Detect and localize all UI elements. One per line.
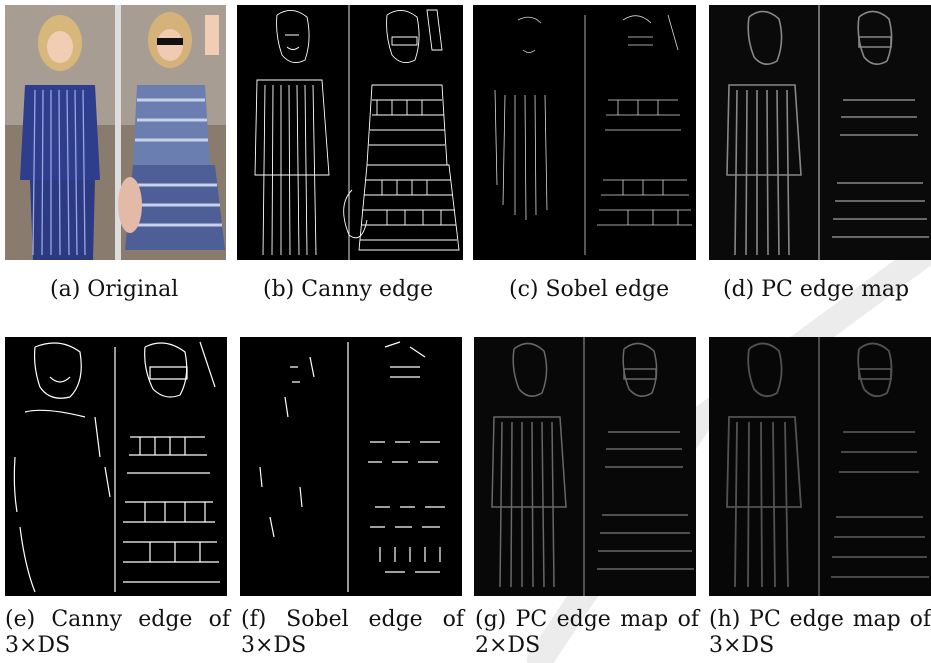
- caption-e-line2: 3×DS: [5, 633, 71, 658]
- caption-g-line1: (g) PC edge map of: [475, 607, 699, 632]
- panel-c-sobel-edge: [473, 5, 696, 260]
- caption-h-line1: (h) PC edge map of: [709, 607, 931, 632]
- sobel-edge-image: [494, 14, 692, 255]
- panel-a-original-photo: [5, 5, 226, 260]
- caption-d: (d) PC edge map: [723, 277, 910, 302]
- caption-h: (h) PC edge map of 3×DS: [709, 607, 931, 659]
- caption-a: (a) Original: [50, 277, 179, 302]
- caption-f: (f) Sobel edge of 3×DS: [241, 607, 464, 659]
- pc-edge-map-image: [726, 5, 929, 260]
- panel-f-sobel-edge-3xds: [240, 337, 462, 596]
- pc-edge-map-3xds-image: [726, 337, 929, 596]
- panel-e-canny-edge-3xds: [5, 337, 227, 596]
- canny-edge-image: [254, 5, 460, 260]
- sobel-edge-3xds-image: [259, 341, 445, 592]
- caption-e-line1: (e) Canny edge of: [5, 607, 230, 632]
- pc-edge-map-2xds-image: [491, 337, 694, 596]
- canny-edge-3xds-image: [13, 341, 220, 593]
- caption-g: (g) PC edge map of 2×DS: [475, 607, 699, 659]
- caption-f-line2: 3×DS: [241, 633, 307, 658]
- caption-b: (b) Canny edge: [263, 277, 434, 302]
- panel-d-pc-edge-map: [709, 5, 931, 260]
- caption-c: (c) Sobel edge: [509, 277, 670, 302]
- panel-b-canny-edge: [237, 5, 463, 260]
- caption-f-line1: (f) Sobel edge of: [241, 607, 464, 632]
- panel-h-pc-edge-map-3xds: [709, 337, 931, 596]
- panel-g-pc-edge-map-2xds: [474, 337, 696, 596]
- caption-e: (e) Canny edge of 3×DS: [5, 607, 230, 659]
- caption-g-line2: 2×DS: [475, 633, 541, 658]
- caption-h-line2: 3×DS: [709, 633, 775, 658]
- original-photo-image: [5, 5, 226, 260]
